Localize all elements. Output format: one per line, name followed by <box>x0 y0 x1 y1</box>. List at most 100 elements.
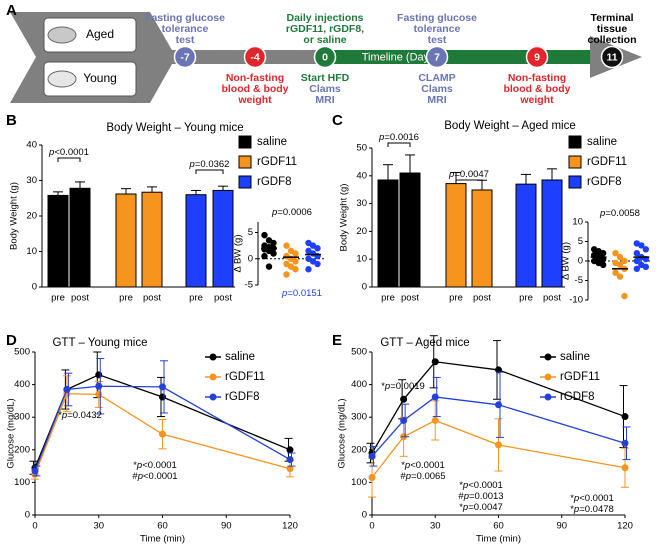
data-point <box>431 358 439 366</box>
y-tick-label: 0 <box>248 253 253 264</box>
y-tick-label: -10 <box>569 295 583 306</box>
event-text: Non-fasting <box>508 72 566 84</box>
legend-label: rGDF11 <box>257 156 297 168</box>
event-text: MRI <box>315 94 334 106</box>
legend-label: saline <box>560 351 590 363</box>
text-part: p <box>462 480 468 491</box>
y-tick-label: 10 <box>572 217 583 228</box>
text-part: p <box>189 159 195 170</box>
y-tick-label: 200 <box>351 444 367 455</box>
delta-point <box>270 250 277 257</box>
data-point <box>621 413 629 421</box>
event-text: Daily injections <box>286 12 363 24</box>
y-tick-label: 5 <box>248 227 253 238</box>
y-tick-label: 0 <box>25 510 30 521</box>
data-point <box>159 430 166 438</box>
significance-bracket <box>195 169 224 174</box>
day-marker <box>313 45 337 69</box>
y-axis-label: Body Weight (g) <box>339 184 350 252</box>
delta-point <box>292 250 299 257</box>
text-part: p <box>573 504 579 515</box>
x-tick-label: 120 <box>617 521 633 532</box>
y-tick-label: 0 <box>362 510 367 521</box>
data-point <box>368 474 376 482</box>
day-marker <box>600 45 624 69</box>
chart-title: GTT – Young mice <box>52 337 147 349</box>
text-part: * <box>133 460 137 471</box>
delta-point <box>612 269 619 276</box>
delta-point <box>642 263 650 271</box>
data-point <box>159 393 166 401</box>
event-text: blood & body <box>221 83 288 95</box>
delta-point <box>633 250 641 257</box>
x-tick-label: pre <box>449 293 463 304</box>
event-text: Start HFD <box>301 72 350 84</box>
bar <box>47 194 69 288</box>
annotation: *p=0.0019 <box>381 381 425 392</box>
legend-marker <box>209 373 217 381</box>
delta-point <box>616 273 624 280</box>
annotation: p=0.0058 <box>599 208 640 219</box>
annotation: #p=0.0065 <box>400 471 445 482</box>
legend-label: saline <box>225 351 255 363</box>
y-axis-label: Δ BW (g) <box>561 242 572 280</box>
data-point <box>286 456 294 464</box>
panel-letter: C <box>332 112 343 129</box>
data-point <box>495 366 502 374</box>
text-part: =0.0013 <box>469 491 504 502</box>
delta-point <box>616 253 624 261</box>
x-tick-label: post <box>143 293 161 304</box>
legend-swatch <box>238 155 252 169</box>
legend-label: saline <box>257 136 287 148</box>
y-tick-label: 20 <box>26 211 37 222</box>
bar <box>141 191 163 288</box>
x-tick-label: 90 <box>221 521 232 532</box>
data-point <box>400 416 408 424</box>
day-marker <box>173 45 197 69</box>
text-part: p <box>384 381 390 392</box>
x-tick-label: 60 <box>493 521 504 532</box>
mouse-icon <box>47 70 77 88</box>
annotation: #p=0.0013 <box>458 491 503 502</box>
bar <box>115 193 137 288</box>
y-tick-label: -5 <box>245 280 253 291</box>
event-text: or saline <box>303 34 346 46</box>
legend-swatch <box>238 135 252 149</box>
data-point <box>495 441 502 449</box>
delta-point <box>621 292 628 300</box>
data-point <box>95 371 103 379</box>
y-tick-label: 100 <box>14 477 30 488</box>
y-tick-label: 40 <box>26 140 37 151</box>
delta-point <box>265 263 273 270</box>
x-tick-label: pre <box>519 293 533 304</box>
delta-point <box>283 271 290 278</box>
x-tick-label: pre <box>381 293 395 304</box>
x-axis-label: Time (min) <box>476 534 521 545</box>
mouse-icon <box>47 26 77 44</box>
text-part: * <box>401 460 405 471</box>
y-tick-label: 50 <box>356 143 367 154</box>
event-text: Fasting glucose <box>397 12 477 24</box>
data-point <box>621 464 629 472</box>
y-tick-label: 5 <box>578 236 583 247</box>
delta-point <box>633 265 641 272</box>
data-point <box>431 416 439 424</box>
data-point <box>31 467 39 475</box>
text-part: # <box>458 491 464 502</box>
event-text: Fasting glucose <box>145 12 225 24</box>
legend-label: saline <box>587 136 617 148</box>
delta-point <box>612 250 619 257</box>
data-point <box>159 383 166 391</box>
event-text: collection <box>587 34 636 46</box>
bar <box>69 187 91 288</box>
data-point <box>495 401 502 409</box>
day-marker <box>243 45 267 69</box>
event-text: tissue <box>597 23 628 35</box>
delta-point <box>621 257 628 265</box>
y-tick-label: 10 <box>26 246 37 257</box>
x-tick-label: post <box>543 293 561 304</box>
y-tick-label: 100 <box>351 477 367 488</box>
y-tick-label: 200 <box>14 444 30 455</box>
text-part: =0.0362 <box>195 159 230 170</box>
x-tick-label: pre <box>119 293 133 304</box>
